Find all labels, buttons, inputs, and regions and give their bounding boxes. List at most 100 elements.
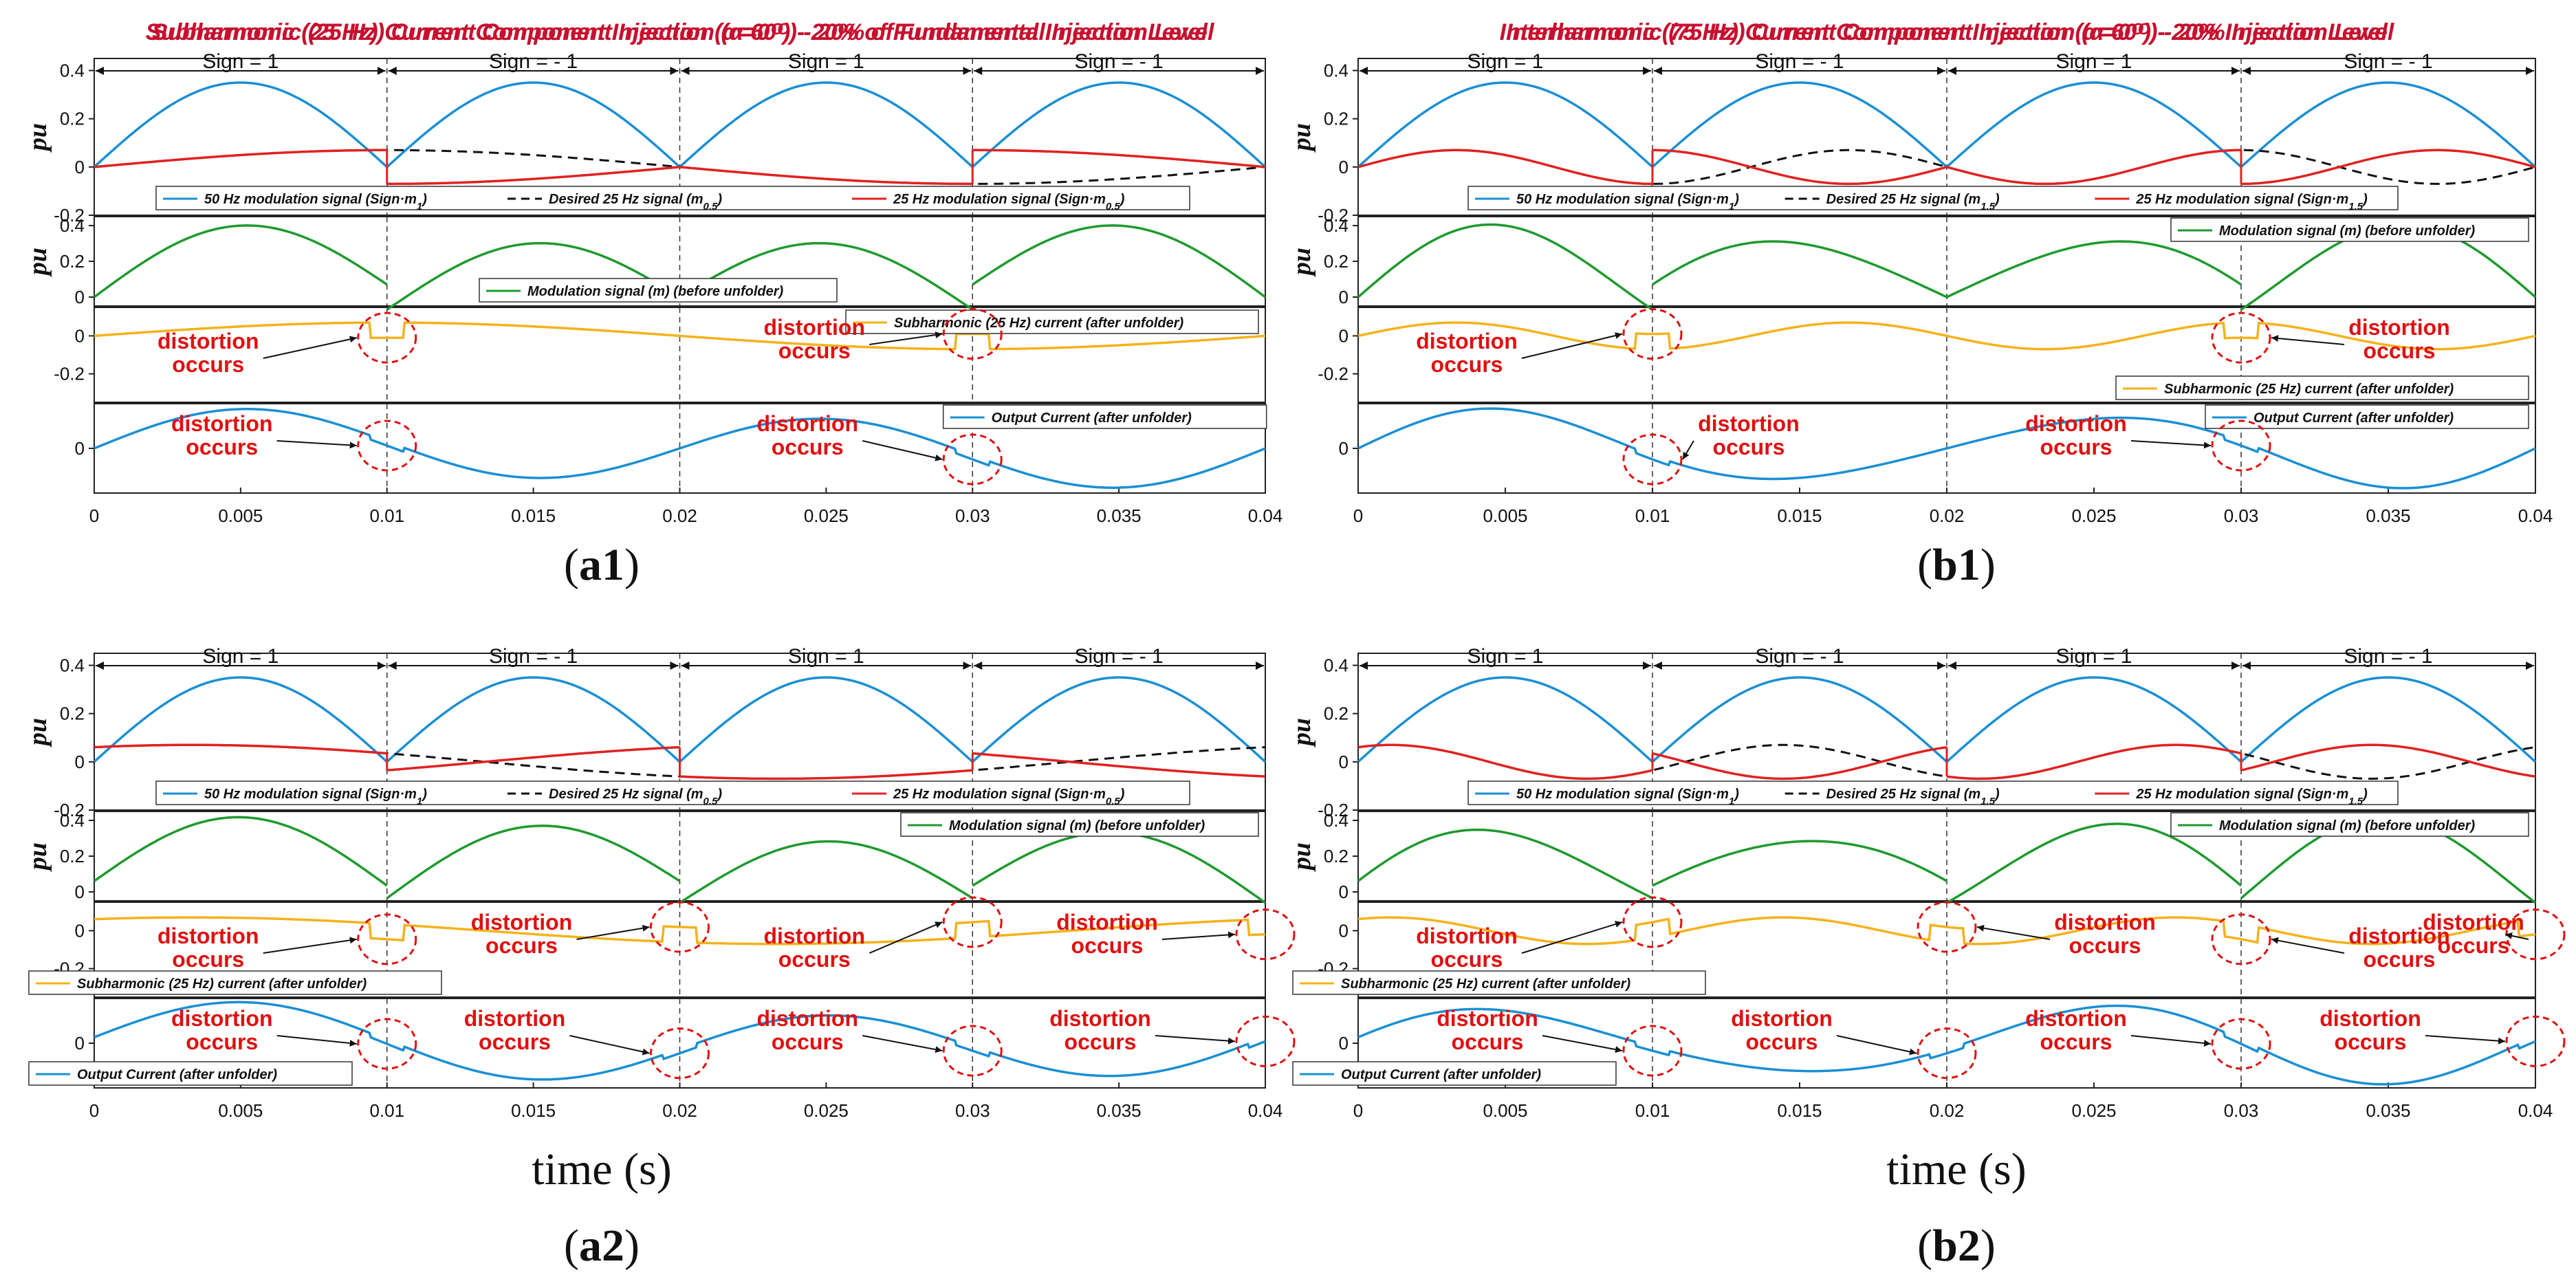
- series-modulation-before-unfolder: [1652, 840, 1947, 887]
- legend-item-subharmonic: Subharmonic (25 Hz) current (after unfol…: [1341, 976, 1630, 992]
- x-tick-label: 0.02: [1930, 505, 1965, 526]
- y-tick-label: 0.4: [1324, 655, 1349, 676]
- distortion-marker: [357, 1018, 417, 1070]
- legend-mod: Modulation signal (m) (before unfolder): [2170, 217, 2529, 242]
- legend-item-modulation: Modulation signal (m) (before unfolder): [527, 284, 784, 299]
- distortion-label: occurs: [186, 1029, 258, 1054]
- distortion-label: distortion: [1437, 1006, 1538, 1031]
- distortion-label: distortion: [471, 910, 573, 935]
- chart-title: Subharmonic (25 Hz) Current Component In…: [152, 19, 1208, 45]
- distortion-arrow: [276, 1035, 357, 1047]
- distortion-label: occurs: [2335, 1029, 2407, 1054]
- x-tick-label: 0.02: [1930, 1100, 1965, 1121]
- chart-caption: (a1): [564, 540, 640, 590]
- legend-box: [2115, 375, 2529, 400]
- distortion-marker: [2211, 913, 2271, 965]
- legend-mod: Modulation signal (m) (before unfolder): [900, 812, 1259, 837]
- distortion-arrow: [263, 937, 357, 954]
- distortion-arrow: [1542, 1035, 1623, 1054]
- series-modulation-before-unfolder: [93, 224, 388, 298]
- series-50hz-modulation: [679, 81, 974, 168]
- distortion-label: distortion: [756, 411, 858, 436]
- x-tick-label: 0.005: [1483, 505, 1527, 526]
- chart-a2: Subharmonic (25 Hz) Current Component In…: [23, 19, 1296, 1271]
- distortion-label: occurs: [1431, 947, 1503, 972]
- y-tick-label: 0.4: [1324, 810, 1349, 831]
- series-50hz-modulation: [93, 81, 388, 168]
- legend-box: [155, 186, 1190, 210]
- distortion-label: occurs: [172, 352, 244, 377]
- distortion-marker: [357, 913, 417, 965]
- x-tick-label: 0.03: [2224, 1100, 2259, 1121]
- distortion-arrow: [2271, 937, 2345, 954]
- legend-box: [479, 278, 838, 303]
- distortion-label: distortion: [763, 924, 865, 948]
- chart-a1: Subharmonic (25 Hz) Current Component In…: [23, 19, 1282, 590]
- y-tick-label: 0: [1339, 752, 1349, 772]
- y-tick-label: 0.4: [60, 215, 85, 236]
- legend-modulation: 50 Hz modulation signal (Sign·m1) Desired…: [1467, 781, 2399, 807]
- legend-item-modulation: Modulation signal (m) (before unfolder): [949, 818, 1205, 833]
- distortion-marker: [942, 308, 1003, 360]
- series-25hz-modulation: [386, 745, 680, 772]
- distortion-label: occurs: [1713, 435, 1785, 459]
- distortion-label: occurs: [172, 947, 244, 972]
- distortion-arrow: [2504, 932, 2529, 940]
- legend-mod: Modulation signal (m) (before unfolder): [2170, 812, 2529, 837]
- distortion-arrow: [2130, 1035, 2212, 1047]
- chart-caption: (a2): [564, 1221, 640, 1271]
- series-modulation-before-unfolder: [94, 816, 388, 887]
- legend-box: [28, 1061, 353, 1086]
- sign-label: Sign = 1: [202, 50, 279, 73]
- distortion-marker: [2505, 1015, 2566, 1067]
- distortion-label: distortion: [157, 924, 259, 948]
- sign-label: Sign = - 1: [2344, 645, 2432, 668]
- distortion-arrow: [2271, 335, 2345, 345]
- distortion-arrow: [263, 336, 357, 359]
- distortion-arrow: [569, 1035, 650, 1056]
- legend-sub: Subharmonic (25 Hz) current (after unfol…: [2115, 375, 2529, 400]
- sign-label: Sign = 1: [2056, 50, 2132, 73]
- series-50hz-modulation: [2240, 676, 2537, 763]
- series-modulation-before-unfolder: [1357, 828, 1653, 899]
- series-50hz-modulation: [1651, 81, 1948, 168]
- distortion-label: distortion: [1056, 910, 1158, 935]
- sign-label: Sign = - 1: [1755, 645, 1844, 668]
- sign-label: Sign = - 1: [489, 645, 578, 668]
- series-subharmonic-current: [94, 916, 1266, 946]
- distortion-marker: [650, 1027, 710, 1080]
- x-tick-label: 0.015: [511, 1100, 556, 1121]
- x-tick-label: 0.04: [2518, 1100, 2553, 1121]
- series-50hz-modulation: [1945, 676, 2242, 763]
- series-50hz-modulation: [1357, 81, 1654, 168]
- legend-item-output: Output Current (after unfolder): [992, 411, 1192, 426]
- distortion-marker: [357, 312, 417, 364]
- x-tick-label: 0.015: [1777, 1100, 1822, 1121]
- legend-item-output: Output Current (after unfolder): [2253, 411, 2454, 426]
- chart-title: Subharmonic (25 Hz) Current Component In…: [146, 19, 1215, 45]
- distortion-label: distortion: [2025, 411, 2127, 436]
- x-tick-label: 0.01: [369, 505, 404, 526]
- y-tick-label: 0: [75, 438, 85, 459]
- distortion-arrow: [1836, 1035, 1917, 1056]
- distortion-label: occurs: [2040, 435, 2113, 459]
- legend-out: Output Current (after unfolder): [1292, 1061, 1617, 1086]
- chart-b2: Interharmonic (75 Hz) Current Component …: [1287, 19, 2566, 1271]
- x-tick-label: 0.005: [1483, 1100, 1527, 1121]
- y-axis-label: pu: [23, 123, 52, 153]
- legend-box: [2170, 217, 2529, 242]
- distortion-marker: [1622, 896, 1683, 948]
- legend-modulation: 50 Hz modulation signal (Sign·m1) Desired…: [155, 186, 1190, 212]
- legend-box: [28, 970, 442, 995]
- distortion-label: occurs: [2364, 947, 2436, 972]
- y-tick-label: -0.2: [54, 800, 85, 820]
- y-tick-label: 0: [1339, 157, 1349, 177]
- series-50hz-modulation: [1945, 81, 2242, 168]
- distortion-arrow: [1155, 1035, 1236, 1045]
- distortion-label: occurs: [485, 933, 558, 958]
- legend-box: [155, 781, 1190, 805]
- distortion-arrow: [2130, 440, 2212, 449]
- series-50hz-modulation: [1651, 676, 1948, 763]
- y-tick-label: 0.2: [1324, 846, 1349, 866]
- x-tick-label: 0.04: [1248, 505, 1283, 526]
